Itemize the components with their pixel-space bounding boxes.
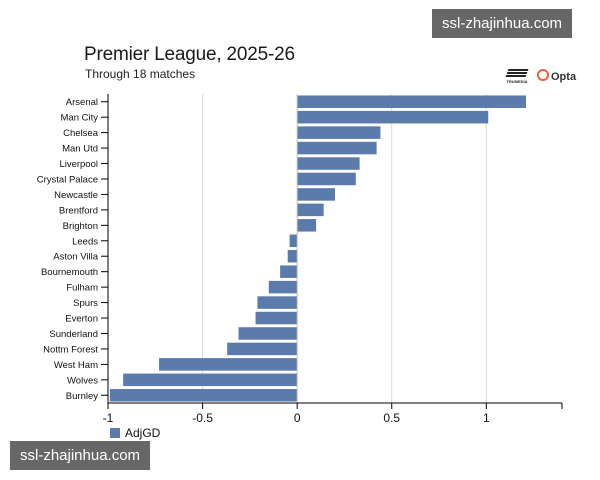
ytick-label-2: Chelsea [63, 128, 99, 139]
ytick-label-3: Man Utd [62, 144, 98, 155]
xtick-label-2: 0 [294, 411, 301, 425]
bar-1 [297, 110, 489, 124]
ytick-label-8: Brighton [63, 221, 98, 232]
bar-12 [268, 280, 298, 294]
trumedia-logo-text: TRUMEDIA [506, 79, 528, 84]
legend: AdjGD [110, 426, 160, 440]
bar-10 [287, 249, 298, 263]
ytick-label-6: Newcastle [54, 190, 98, 201]
ytick-label-14: Everton [65, 314, 98, 325]
xtick-label-4: 1 [483, 411, 490, 425]
ytick-label-15: Sunderland [49, 329, 98, 340]
bar-5 [297, 172, 356, 186]
bar-16 [227, 342, 298, 356]
chart-title: Premier League, 2025-26 [84, 44, 295, 65]
xtick-label-0: -1 [103, 411, 114, 425]
bar-13 [257, 296, 298, 309]
ytick-label-11: Bournemouth [41, 267, 98, 278]
ytick-label-12: Fulham [66, 283, 98, 294]
ytick-label-1: Man City [61, 113, 99, 124]
bar-18 [123, 373, 298, 387]
bar-8 [297, 219, 317, 232]
bar-9 [289, 234, 298, 248]
ytick-label-18: Wolves [67, 375, 98, 386]
bar-7 [297, 203, 324, 217]
xtick-label-3: 0.5 [383, 411, 400, 425]
ytick-label-5: Crystal Palace [37, 174, 98, 185]
ytick-label-9: Leeds [72, 236, 98, 247]
legend-swatch [110, 428, 120, 438]
chart-subtitle: Through 18 matches [85, 67, 196, 81]
xtick-label-1: -0.5 [192, 411, 213, 425]
opta-logo-text: Opta [551, 71, 577, 83]
ytick-label-0: Arsenal [66, 97, 98, 108]
bar-2 [297, 126, 381, 139]
watermark-bottom: ssl-zhajinhua.com [10, 441, 151, 470]
bar-17 [159, 358, 298, 371]
bar-0 [297, 95, 527, 108]
ytick-label-10: Aston Villa [53, 252, 98, 263]
watermark-top: ssl-zhajinhua.com [432, 9, 573, 38]
ytick-label-19: Burnley [66, 391, 98, 402]
legend-label: AdjGD [125, 426, 161, 440]
bar-4 [297, 157, 360, 170]
bar-15 [238, 327, 298, 340]
ytick-label-13: Spurs [73, 298, 98, 309]
bar-14 [255, 311, 298, 325]
bar-6 [297, 188, 335, 201]
ytick-label-17: West Ham [54, 360, 98, 371]
bar-11 [280, 265, 298, 278]
ytick-label-7: Brentford [59, 205, 98, 216]
trumedia-logo: TRUMEDIA [502, 68, 532, 88]
opta-ring-icon [537, 69, 549, 81]
ytick-label-4: Liverpool [59, 159, 98, 170]
bar-19 [109, 389, 298, 402]
ytick-label-16: Nottm Forest [43, 344, 98, 355]
bar-3 [297, 141, 377, 155]
opta-logo: Opta [537, 69, 583, 87]
